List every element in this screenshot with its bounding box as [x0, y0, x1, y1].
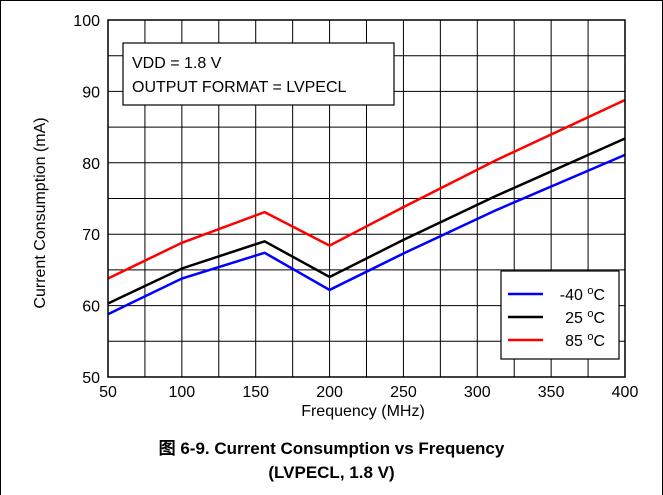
- y-tick-label: 50: [82, 370, 100, 387]
- figure-caption: 图 6-9. Current Consumption vs Frequency …: [0, 437, 663, 485]
- caption-line-2: (LVPECL, 1.8 V): [268, 463, 395, 482]
- x-tick-label: 150: [242, 384, 269, 401]
- x-tick-label: 400: [612, 384, 639, 401]
- tick-labels: 50 100 150 200 250 300 350 400 50 60 70 80 90 100: [73, 13, 638, 401]
- annotation-box: VDD = 1.8 V OUTPUT FORMAT = LVPECL: [122, 42, 395, 106]
- frame-border-top: [0, 0, 663, 1]
- series-line-25c: [107, 137, 626, 305]
- x-tick-label: 100: [169, 384, 196, 401]
- series-line-minus40c: [107, 153, 626, 316]
- annotation-line-2: OUTPUT FORMAT = LVPECL: [132, 79, 347, 96]
- x-tick-label: 300: [464, 384, 491, 401]
- x-tick-label: 50: [99, 384, 117, 401]
- plot-area-border: [107, 19, 626, 378]
- y-tick-label: 70: [82, 227, 100, 244]
- x-tick-label: 350: [538, 384, 565, 401]
- y-tick-label: 80: [82, 156, 100, 173]
- frame-border-left: [0, 0, 1, 495]
- y-tick-label: 100: [73, 13, 100, 30]
- legend: -40 oC 25 oC 85 oC: [500, 270, 620, 360]
- x-tick-label: 200: [316, 384, 343, 401]
- legend-label: 25 oC: [565, 308, 605, 327]
- legend-label: 85 oC: [565, 331, 605, 350]
- y-axis-label: Current Consumption (mA): [32, 117, 49, 308]
- series-line-85c: [107, 98, 626, 280]
- series-lines: [107, 98, 626, 316]
- x-tick-label: 250: [390, 384, 417, 401]
- annotation-line-1: VDD = 1.8 V: [132, 55, 222, 72]
- x-axis-label: Frequency (MHz): [301, 403, 425, 420]
- caption-line-1: 图 6-9. Current Consumption vs Frequency: [158, 439, 505, 458]
- y-tick-label: 60: [82, 299, 100, 316]
- legend-label: -40 oC: [560, 285, 605, 304]
- current-consumption-chart: 50 100 150 200 250 300 350 400 50 60 70 80 90 100 VDD…: [32, 13, 638, 420]
- y-tick-label: 90: [82, 84, 100, 101]
